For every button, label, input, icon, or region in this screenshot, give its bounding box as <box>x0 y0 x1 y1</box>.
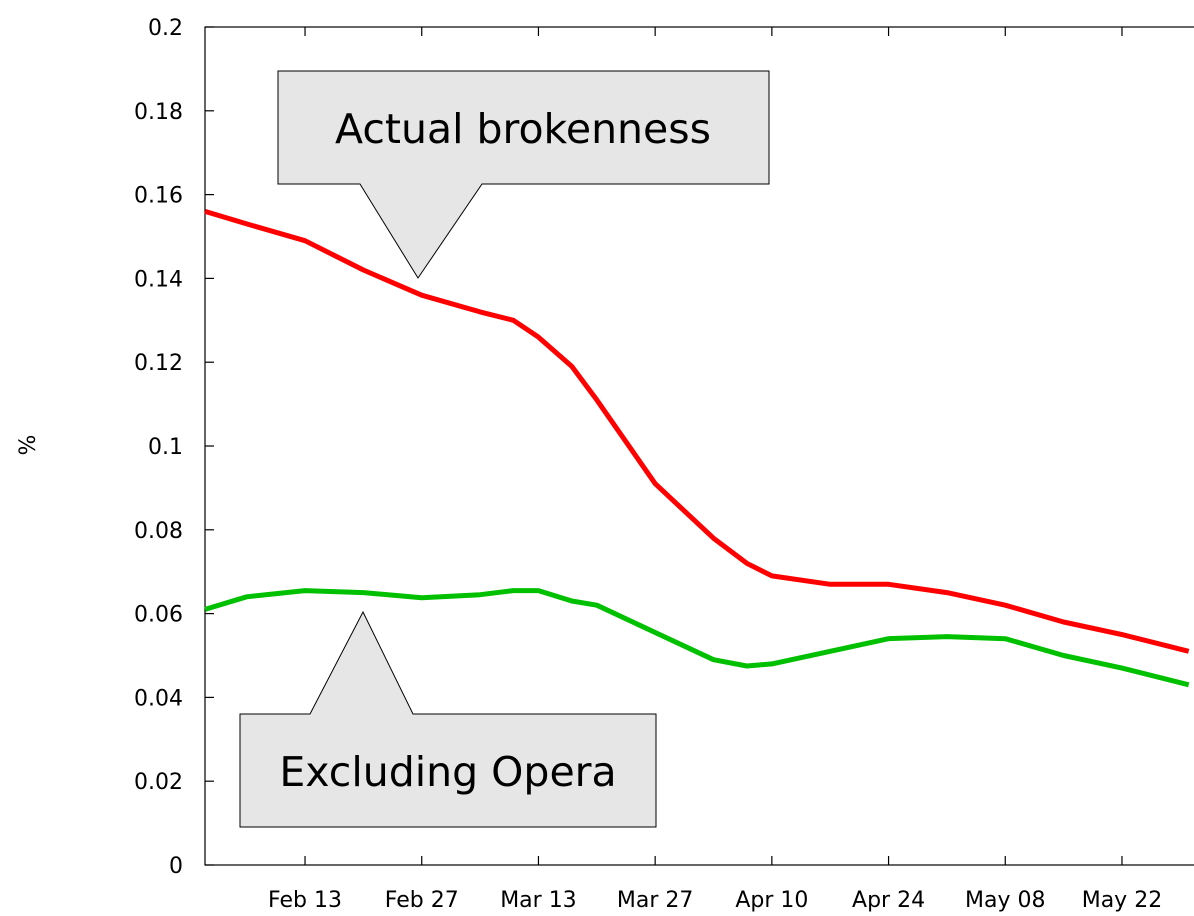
x-tick-label: Feb 13 <box>268 888 342 913</box>
y-tick-label: 0 <box>169 854 183 879</box>
callout-box <box>239 610 657 828</box>
y-tick-label: 0.04 <box>134 686 183 711</box>
x-tick-label: Feb 27 <box>385 888 459 913</box>
y-tick-label: 0.1 <box>148 435 183 460</box>
x-tick-label: Apr 10 <box>735 888 808 913</box>
y-tick-label: 0.12 <box>134 351 183 376</box>
y-axis-label: % <box>16 435 41 456</box>
annotation: Actual brokenness <box>335 105 711 153</box>
y-tick-label: 0.02 <box>134 770 183 795</box>
x-tick-label: May 08 <box>965 888 1045 913</box>
series-line <box>204 588 1190 688</box>
y-tick-label: 0.06 <box>134 603 183 628</box>
callout-box <box>277 70 770 279</box>
y-tick-label: 0.08 <box>134 519 183 544</box>
y-tick-label: 0.16 <box>134 184 183 209</box>
x-tick-label: May 22 <box>1082 888 1162 913</box>
y-tick-label: 0.18 <box>134 100 183 125</box>
y-tick-label: 0.14 <box>134 267 183 292</box>
x-tick-label: Mar 13 <box>500 888 577 913</box>
annotation: Excluding Opera <box>279 748 616 796</box>
x-tick-label: Mar 27 <box>617 888 694 913</box>
y-tick-label: 0.2 <box>148 16 183 41</box>
series-line <box>204 209 1190 654</box>
x-tick-label: Apr 24 <box>852 888 925 913</box>
